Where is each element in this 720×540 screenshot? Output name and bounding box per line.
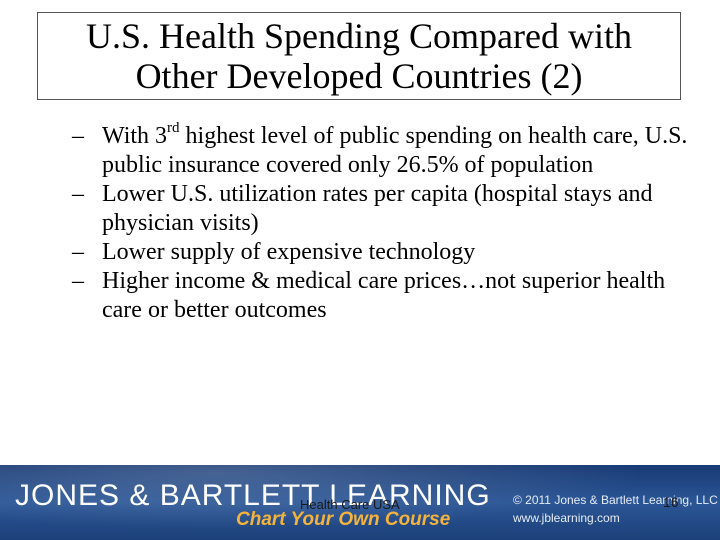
slide-title-line-1: U.S. Health Spending Compared with — [86, 16, 632, 56]
slide-number: 16 — [663, 494, 679, 510]
slide-title-line-2: Other Developed Countries (2) — [135, 56, 583, 96]
bullet-dash: – — [72, 268, 84, 294]
bullet-dash: – — [72, 123, 84, 149]
publisher-footer-banner: JONES & BARTLETT LEARNING Chart Your Own… — [0, 465, 720, 540]
publisher-logo-text: JONES & BARTLETT LEARNING — [15, 479, 491, 512]
publisher-url: www.jblearning.com — [513, 511, 620, 525]
footer-course-title: Health Care USA — [300, 497, 400, 512]
footer-sheen — [0, 465, 720, 540]
slide-title-box: U.S. Health Spending Compared with Other… — [37, 12, 681, 100]
bullet-text-prefix: With 3 — [102, 123, 168, 149]
bullet-dash: – — [72, 239, 84, 265]
copyright-notice: © 2011 Jones & Bartlett Learning, LLC — [513, 493, 718, 507]
bullet-text: Lower supply of expensive technology — [102, 239, 476, 265]
bullet-item: – Lower U.S. utilization rates per capit… — [72, 180, 692, 238]
bullet-item: – With 3rd highest level of public spend… — [72, 120, 692, 180]
bullet-dash: – — [72, 181, 84, 207]
bullet-item: – Higher income & medical care prices…no… — [72, 267, 692, 325]
bullet-text: Higher income & medical care prices…not … — [102, 268, 666, 323]
publisher-tagline: Chart Your Own Course — [236, 509, 451, 530]
bullet-item: – Lower supply of expensive technology — [72, 238, 692, 267]
bullet-text-suffix: highest level of public spending on heal… — [102, 123, 688, 178]
bullet-list: – With 3rd highest level of public spend… — [72, 120, 692, 325]
bullet-text: Lower U.S. utilization rates per capita … — [102, 181, 653, 236]
ordinal-superscript: rd — [167, 120, 180, 136]
